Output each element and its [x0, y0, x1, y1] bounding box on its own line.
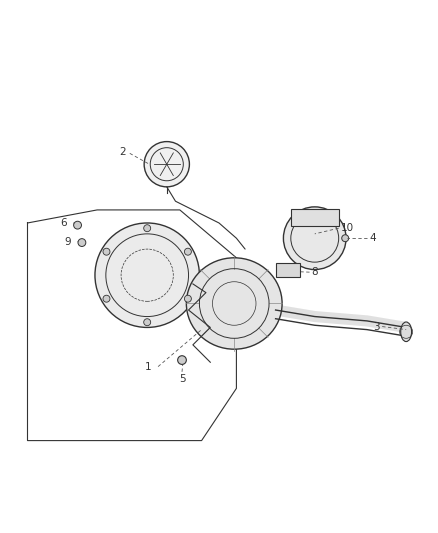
Text: 8: 8 [312, 267, 318, 277]
Circle shape [184, 248, 191, 255]
FancyBboxPatch shape [276, 263, 300, 277]
Text: 4: 4 [369, 233, 376, 243]
Circle shape [184, 295, 191, 302]
Text: 10: 10 [341, 223, 354, 233]
Circle shape [144, 319, 151, 326]
Circle shape [95, 223, 199, 327]
Circle shape [103, 248, 110, 255]
Circle shape [342, 235, 349, 241]
Text: 1: 1 [145, 362, 152, 373]
Circle shape [103, 295, 110, 302]
Text: 9: 9 [64, 237, 71, 247]
Circle shape [178, 356, 186, 365]
Text: 5: 5 [179, 375, 185, 384]
Text: 6: 6 [60, 218, 67, 228]
Ellipse shape [186, 258, 282, 349]
Text: 2: 2 [119, 147, 125, 157]
Text: 3: 3 [374, 321, 380, 332]
Circle shape [74, 221, 81, 229]
Circle shape [144, 225, 151, 232]
Circle shape [283, 207, 346, 270]
Circle shape [144, 142, 189, 187]
Circle shape [78, 239, 86, 246]
FancyBboxPatch shape [291, 209, 339, 226]
Ellipse shape [401, 322, 412, 342]
